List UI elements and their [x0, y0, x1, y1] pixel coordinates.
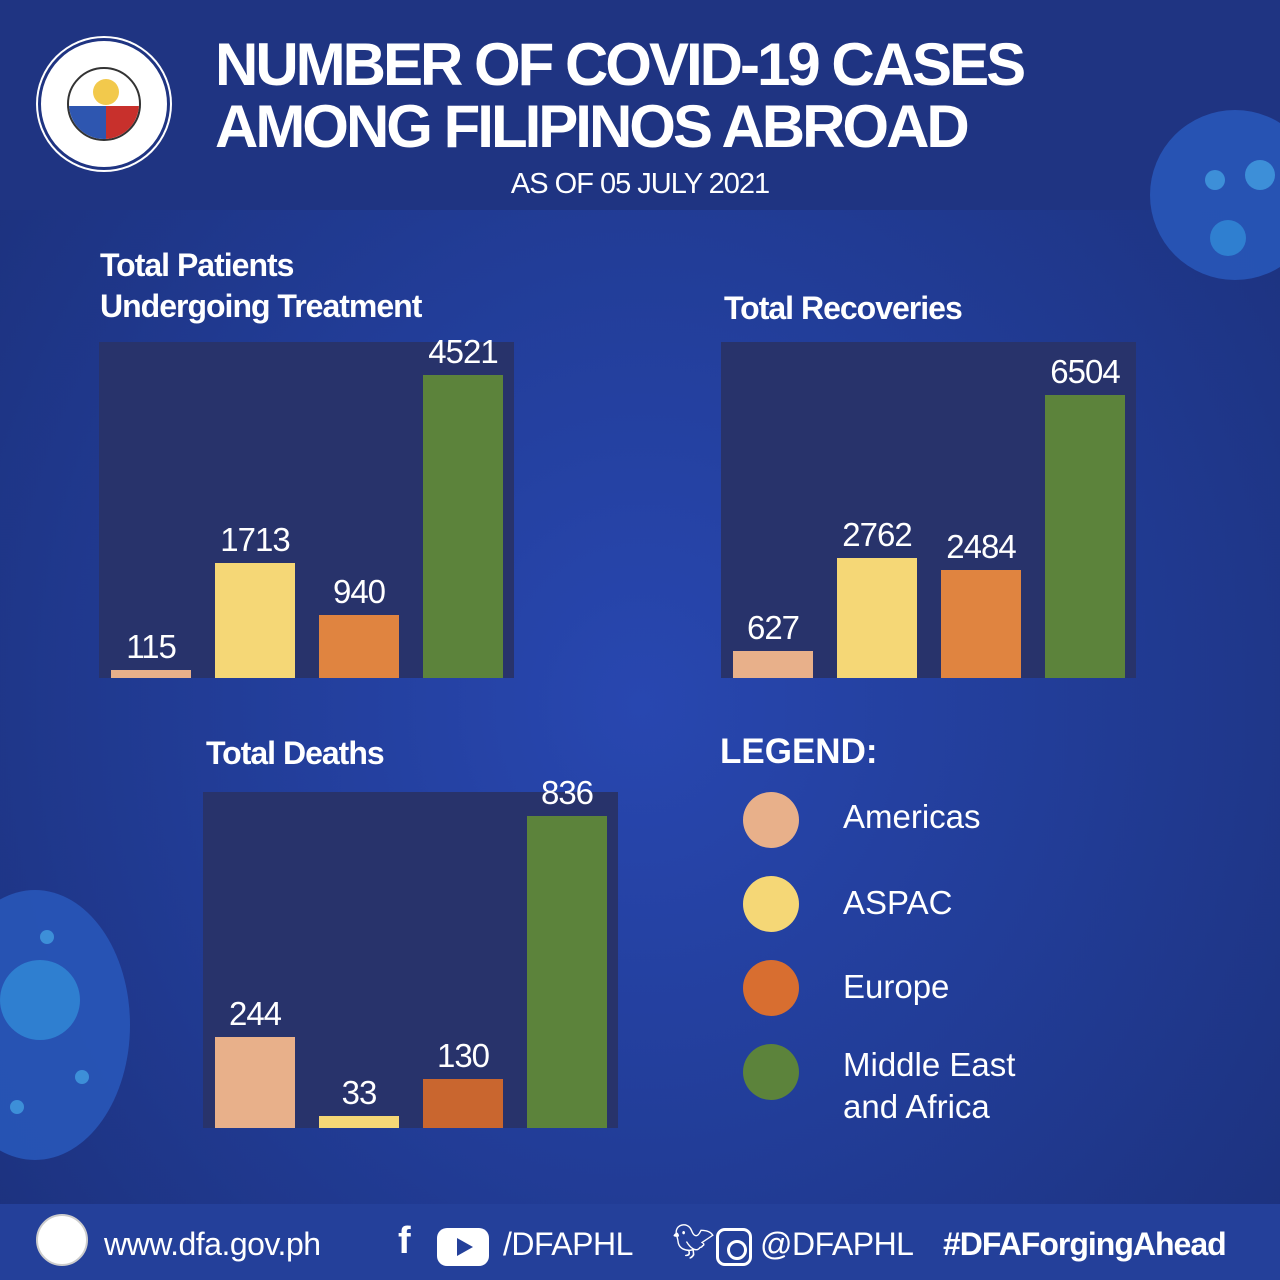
data-label: 627: [746, 608, 800, 646]
legend-item-europe: Europe: [743, 960, 949, 1016]
bar-americas: [733, 650, 813, 678]
bar-aspac: [215, 563, 295, 678]
dfaphl-fb-yt-handle[interactable]: /DFAPHL: [503, 1226, 633, 1262]
legend-item-middle-east-africa: Middle East and Africa: [743, 1044, 1015, 1125]
legend-label-line-1: Middle East: [843, 1046, 1016, 1083]
bar-middle-east-and-africa: [527, 816, 607, 1128]
dfa-seal-logo: [38, 38, 170, 170]
data-label: 130: [436, 1037, 490, 1075]
recoveries-chart: 627 2762 2484 6504: [721, 342, 1136, 678]
recoveries-title: Total Recoveries: [724, 290, 963, 326]
facebook-icon[interactable]: f: [398, 1220, 411, 1262]
treatment-title-line-2: Undergoing Treatment: [100, 288, 422, 324]
data-label: 33: [341, 1073, 378, 1111]
bar-americas: [111, 670, 191, 678]
bar-europe: [319, 615, 399, 678]
footer: www.dfa.gov.ph f /DFAPHL 🐦︎ @DFAPHL #DFA…: [0, 1204, 1280, 1280]
legend-label: Middle East and Africa: [843, 1044, 1015, 1128]
title-line-2: AMONG FILIPINOS ABROAD: [215, 93, 970, 160]
bar-aspac: [319, 1115, 399, 1128]
data-label: 836: [540, 774, 594, 811]
twitter-icon[interactable]: 🐦︎: [672, 1223, 715, 1261]
data-label: 2762: [842, 515, 912, 553]
data-label: 2484: [946, 527, 1016, 565]
legend-label: ASPAC: [843, 884, 953, 921]
hashtag: #DFAForgingAhead: [943, 1226, 1227, 1262]
date-subtitle: AS OF 05 JULY 2021: [510, 168, 770, 200]
aspac-swatch: [743, 876, 799, 932]
dfa-seal-small-logo: [36, 1214, 88, 1266]
bar-europe: [423, 1079, 503, 1128]
dfaphl-tw-ig-handle[interactable]: @DFAPHL: [760, 1226, 914, 1262]
deaths-title: Total Deaths: [206, 735, 385, 771]
bar-europe: [941, 569, 1021, 678]
legend-title: LEGEND:: [720, 732, 878, 771]
youtube-icon[interactable]: [437, 1228, 489, 1266]
page-title: NUMBER OF COVID-19 CASES AMONG FILIPINOS…: [215, 31, 1026, 160]
data-label: 940: [332, 573, 386, 611]
legend-item-aspac: ASPAC: [743, 876, 952, 932]
data-label: 244: [228, 994, 282, 1032]
treatment-title: Total Patients Undergoing Treatment: [100, 245, 422, 327]
instagram-icon[interactable]: [716, 1228, 752, 1266]
bar-americas: [215, 1036, 295, 1128]
data-label: 115: [126, 628, 177, 666]
bar-middle-east-and-africa: [1045, 395, 1125, 678]
legend-label: Europe: [843, 968, 950, 1005]
legend-label-line-2: and Africa: [843, 1088, 990, 1125]
bar-aspac: [837, 557, 917, 678]
data-label: 6504: [1050, 353, 1120, 390]
website-link[interactable]: www.dfa.gov.ph: [104, 1226, 321, 1262]
americas-swatch: [743, 792, 799, 848]
legend-item-americas: Americas: [743, 792, 981, 848]
europe-swatch: [743, 960, 799, 1016]
treatment-title-line-1: Total Patients: [100, 247, 294, 283]
middle-east-africa-swatch: [743, 1044, 799, 1100]
bar-middle-east-and-africa: [423, 375, 503, 678]
deaths-chart: 244 33 130 836: [203, 774, 618, 1128]
title-line-1: NUMBER OF COVID-19 CASES: [215, 31, 1026, 98]
legend-label: Americas: [843, 798, 981, 835]
data-label: 4521: [428, 333, 498, 370]
data-label: 1713: [220, 521, 290, 559]
header: NUMBER OF COVID-19 CASES AMONG FILIPINOS…: [0, 0, 1280, 210]
treatment-chart: 115 1713 940 4521: [99, 333, 514, 678]
